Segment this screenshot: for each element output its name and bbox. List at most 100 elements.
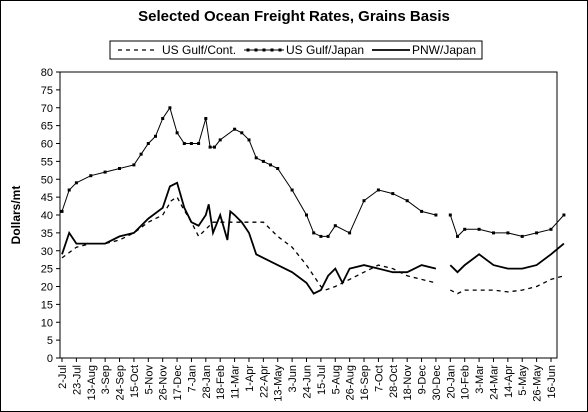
data-point: [154, 134, 157, 138]
x-tick-label: 16-Jun: [546, 365, 558, 399]
data-point: [213, 145, 216, 149]
data-point: [312, 231, 316, 235]
x-tick-label: 5-Aug: [330, 365, 342, 394]
x-tick-label: 26-Aug: [345, 365, 357, 400]
data-point: [420, 209, 424, 213]
data-point: [254, 156, 258, 160]
data-point: [182, 142, 186, 145]
data-point: [492, 231, 495, 235]
legend-label-us-gulf-cont: US Gulf/Cont.: [162, 43, 236, 57]
legend-marker: [278, 48, 282, 52]
x-tick-label: 3-Mar: [474, 365, 486, 394]
data-point: [348, 231, 352, 235]
y-tick-label: 0: [47, 353, 53, 365]
data-point: [276, 167, 280, 170]
x-tick-label: 30-Dec: [431, 365, 443, 401]
y-tick-label: 30: [41, 246, 53, 258]
data-point: [146, 142, 150, 145]
data-point: [161, 117, 165, 120]
x-tick-label: 26-Nov: [158, 365, 170, 401]
data-point: [139, 152, 143, 156]
x-tick-label: 26-May: [532, 365, 544, 402]
series-1: [60, 106, 566, 238]
data-point: [118, 167, 121, 170]
x-tick-label: 7-Jan: [186, 365, 198, 393]
data-point: [463, 227, 467, 231]
x-tick-label: 16-Sep: [359, 365, 371, 400]
data-point: [456, 234, 459, 238]
y-tick-label: 55: [41, 156, 53, 168]
data-point: [103, 170, 107, 174]
y-tick-label: 20: [41, 282, 53, 294]
x-tick-label: 5-Nov: [143, 365, 155, 395]
legend-marker: [254, 48, 258, 52]
x-tick-label: 23-Jul: [71, 365, 83, 395]
data-point: [477, 227, 481, 231]
legend-label-pnw-japan: PNW/Japan: [412, 43, 476, 57]
y-tick-label: 60: [41, 139, 53, 151]
x-tick-label: 5-May: [517, 365, 529, 396]
x-tick-label: 13-Aug: [86, 365, 98, 400]
data-point: [434, 213, 438, 217]
series-2: [61, 181, 565, 295]
series-line: [61, 106, 437, 237]
y-tick-label: 15: [41, 299, 53, 311]
x-tick-label: 3-Jun: [287, 365, 299, 393]
x-tick-label: 18-Nov: [402, 365, 414, 401]
x-tick-label: 14-Apr: [503, 365, 515, 398]
y-tick-label: 40: [41, 210, 53, 222]
data-point: [535, 231, 539, 235]
x-tick-label: 3-Sep: [100, 365, 112, 394]
data-point: [197, 142, 201, 145]
x-tick-label: 22-Apr: [258, 365, 270, 398]
y-tick-label: 50: [41, 174, 53, 186]
data-point: [506, 231, 510, 235]
legend-marker: [270, 48, 274, 52]
data-point: [333, 224, 337, 228]
x-tick-label: 7-Oct: [373, 365, 385, 392]
data-point: [549, 227, 553, 231]
plot-area: [59, 71, 558, 359]
series-layer: [60, 106, 566, 295]
series-line: [449, 214, 565, 238]
x-axis: 2-Jul 23-Jul 13-Aug 3-Sep 24-Sep 15-Oct 5-Nov 2…: [57, 358, 558, 402]
x-tick-label: 20-Jan: [445, 365, 457, 399]
legend-box: [109, 40, 483, 60]
data-point: [175, 131, 179, 135]
data-point: [132, 163, 136, 167]
data-point: [240, 131, 244, 135]
data-point: [319, 234, 323, 238]
x-tick-label: 13-May: [273, 365, 285, 402]
y-tick-label: 35: [41, 228, 53, 240]
x-tick-label: 24-Jun: [302, 365, 314, 399]
series-line: [449, 242, 565, 274]
x-tick-label: 2-Jul: [57, 365, 69, 389]
legend: US Gulf/Cont. US Gulf/Japan PNW/Japan: [109, 40, 483, 60]
data-point: [60, 209, 64, 213]
y-tick-label: 5: [47, 335, 53, 347]
data-point: [74, 181, 78, 185]
x-tick-label: 28-Jan: [201, 365, 213, 399]
legend-marker: [246, 48, 250, 52]
x-tick-label: 15-Jul: [316, 365, 328, 395]
series-line: [61, 181, 437, 295]
data-point: [326, 234, 330, 238]
x-tick-label: 11-Mar: [230, 365, 242, 399]
data-point: [305, 213, 308, 217]
chart-title: Selected Ocean Freight Rates, Grains Bas…: [138, 8, 450, 25]
data-point: [218, 138, 222, 142]
legend-markers: [246, 48, 282, 52]
x-tick-label: 15-Oct: [129, 365, 141, 398]
data-point: [233, 127, 237, 131]
y-tick-label: 80: [41, 67, 53, 79]
y-tick-label: 65: [41, 121, 53, 133]
data-point: [520, 234, 524, 238]
data-point: [448, 213, 452, 217]
legend-label-us-gulf-japan: US Gulf/Japan: [286, 43, 364, 57]
data-point: [269, 163, 272, 167]
x-tick-label: 24-Mar: [488, 365, 500, 400]
data-point: [376, 188, 380, 192]
y-tick-label: 25: [41, 264, 53, 276]
x-tick-label: 9-Dec: [417, 365, 429, 395]
